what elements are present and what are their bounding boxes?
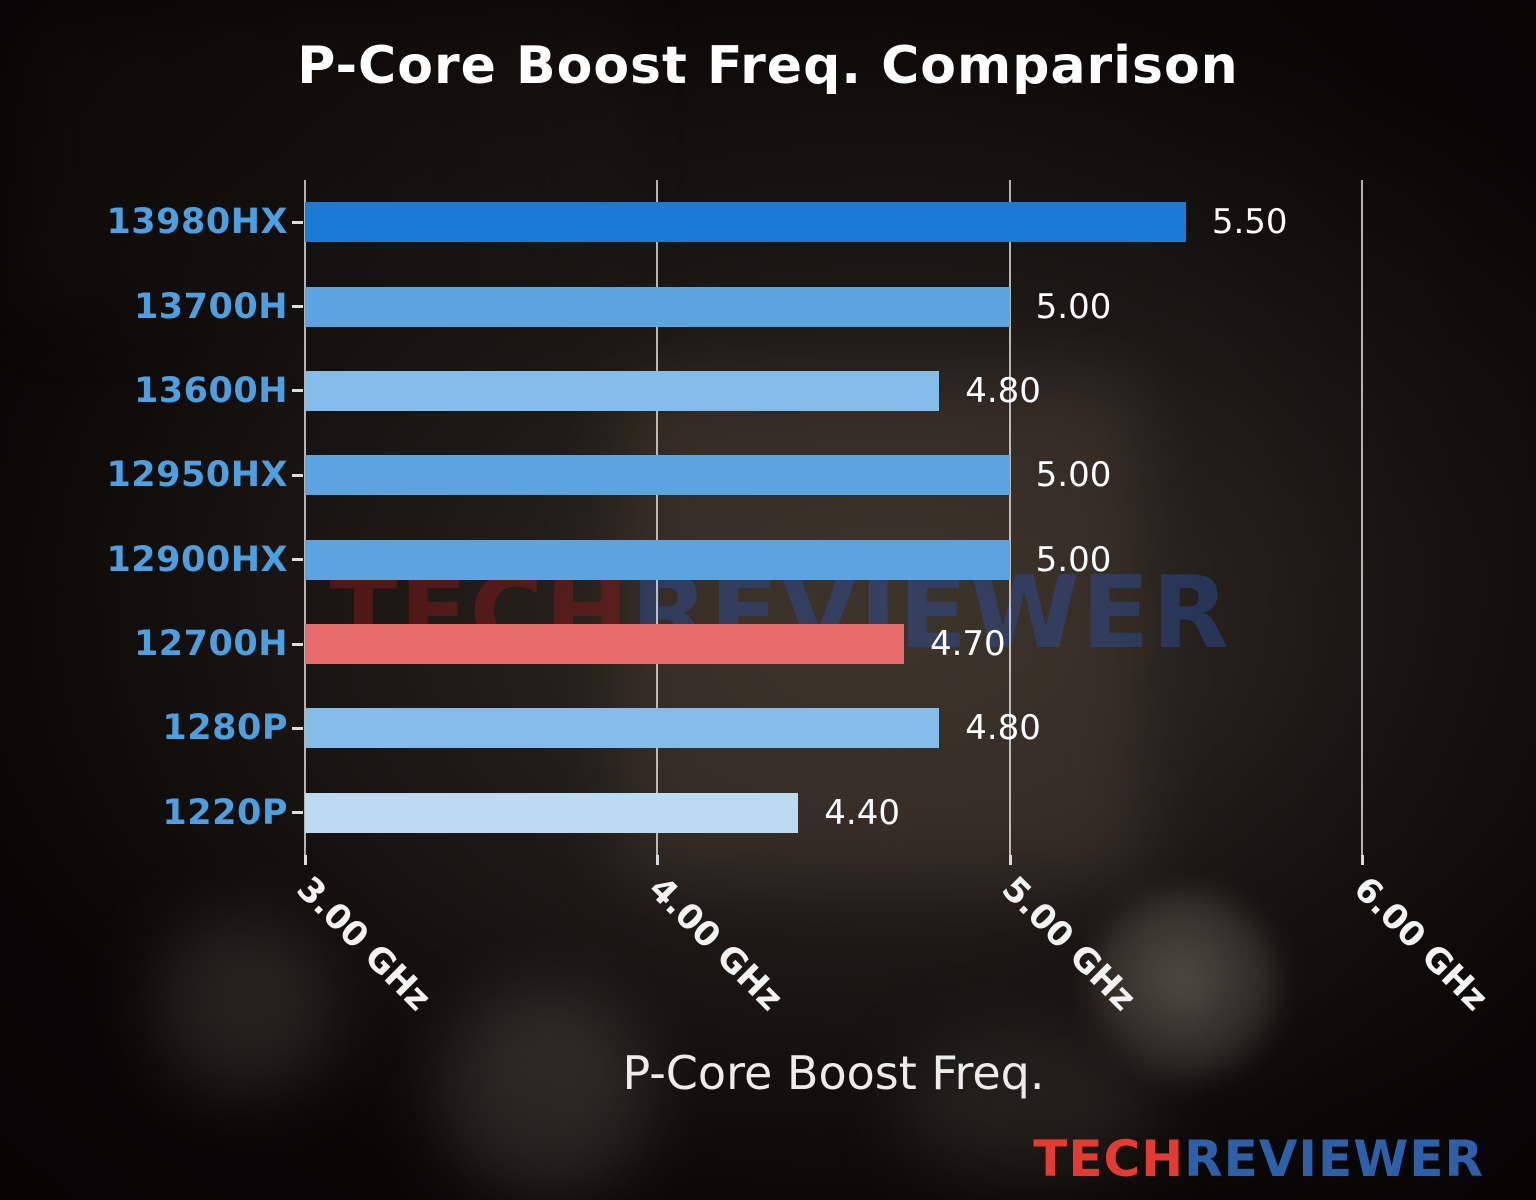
x-axis-tick bbox=[1008, 855, 1012, 865]
x-axis-tick bbox=[656, 855, 660, 865]
y-axis-tick bbox=[292, 642, 303, 646]
value-label: 5.00 bbox=[1035, 286, 1112, 327]
bar bbox=[305, 455, 1010, 496]
value-label: 4.70 bbox=[929, 624, 1006, 665]
bar bbox=[305, 624, 904, 665]
category-label: 1280P bbox=[162, 708, 288, 749]
footer-watermark-tech: TECH bbox=[1033, 1130, 1185, 1188]
x-axis-tick bbox=[304, 855, 307, 865]
value-label: 5.00 bbox=[1035, 539, 1112, 580]
category-label: 13700H bbox=[133, 286, 288, 327]
category-label: 12950HX bbox=[106, 455, 288, 496]
footer-watermark: TECHREVIEWER bbox=[1033, 1130, 1484, 1188]
y-axis-tick bbox=[292, 726, 303, 730]
category-label: 12900HX bbox=[106, 539, 288, 580]
bar bbox=[305, 539, 1010, 580]
category-label: 13600H bbox=[133, 370, 288, 411]
value-label: 5.50 bbox=[1211, 202, 1288, 243]
y-axis-tick bbox=[292, 558, 303, 562]
x-axis-tick bbox=[1361, 855, 1364, 865]
gridline bbox=[656, 180, 659, 855]
chart-title: P-Core Boost Freq. Comparison bbox=[297, 36, 1239, 96]
bar bbox=[305, 202, 1186, 243]
y-axis-tick bbox=[292, 389, 303, 393]
y-axis-tick bbox=[292, 811, 303, 815]
category-label: 12700H bbox=[133, 624, 288, 665]
value-label: 4.80 bbox=[965, 370, 1041, 411]
x-axis-title: P-Core Boost Freq. bbox=[622, 1046, 1045, 1100]
bar bbox=[305, 286, 1010, 327]
footer-watermark-reviewer: REVIEWER bbox=[1184, 1130, 1484, 1188]
value-label: 4.80 bbox=[965, 708, 1041, 749]
gridline bbox=[304, 180, 306, 855]
category-label: 1220P bbox=[162, 792, 288, 833]
gridline bbox=[1361, 180, 1363, 855]
bar bbox=[305, 792, 799, 833]
value-label: 5.00 bbox=[1035, 455, 1112, 496]
y-axis-tick bbox=[292, 473, 303, 477]
bar bbox=[305, 708, 940, 749]
y-axis-tick bbox=[292, 220, 303, 224]
gridline bbox=[1008, 180, 1011, 855]
value-label: 4.40 bbox=[824, 792, 900, 833]
y-axis-tick bbox=[292, 305, 303, 309]
category-label: 13980HX bbox=[106, 202, 288, 243]
bar bbox=[305, 370, 940, 411]
